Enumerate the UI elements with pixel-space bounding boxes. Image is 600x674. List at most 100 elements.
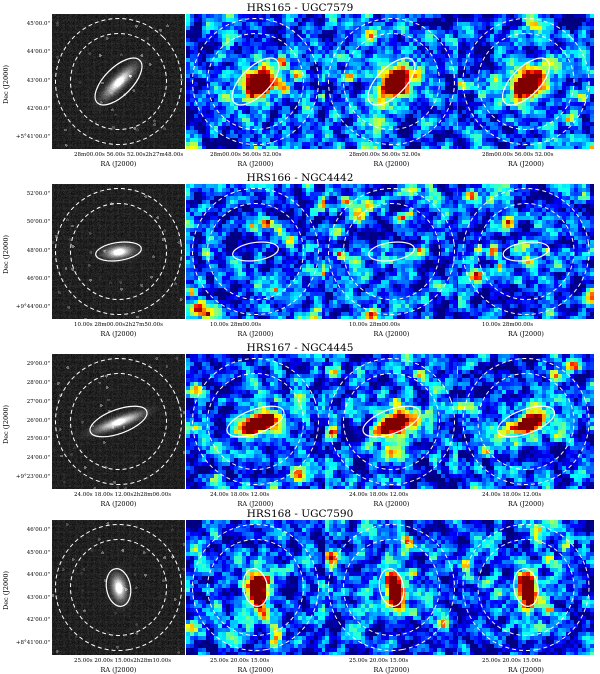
aperture-ellipse bbox=[368, 241, 415, 262]
outer-background-annulus bbox=[462, 524, 590, 651]
x-axis-label: RA (J2000) bbox=[100, 666, 137, 674]
outer-background-annulus bbox=[192, 17, 319, 145]
outer-background-annulus bbox=[328, 524, 455, 651]
x-tick-labels: 24.00s 18.00s 12.00s2h28m06.00s bbox=[74, 492, 172, 498]
y-tick-label: 46'00.0" bbox=[26, 275, 50, 282]
x-tick-labels: 28m00.00s 56.00s 52.00s bbox=[349, 152, 421, 158]
x-tick-labels: 24.00s 18.00s 12.00s bbox=[349, 492, 409, 498]
y-tick-label: 25'00.0" bbox=[26, 436, 50, 443]
x-tick-labels: 25.00s 20.00s 15.00s bbox=[482, 658, 542, 664]
aperture-ellipse bbox=[89, 405, 148, 438]
aperture-overlay bbox=[328, 17, 455, 145]
outer-background-annulus bbox=[462, 358, 590, 485]
aperture-overlay bbox=[55, 358, 182, 485]
aperture-overlay bbox=[462, 188, 590, 315]
aperture-ellipse bbox=[105, 568, 132, 607]
outer-background-annulus bbox=[54, 17, 182, 145]
x-tick-labels: 28m00.00s 56.00s 52.00s bbox=[210, 152, 282, 158]
y-tick-label: 46'00.0" bbox=[26, 527, 50, 533]
x-tick-labels: 25.00s 20.00s 15.00s bbox=[210, 658, 270, 664]
galaxy-panel: HRS166 - NGC4442 Dec (J2000) 52'00.0" 50'00… bbox=[0, 172, 600, 338]
y-tick-label: 29'00.0" bbox=[26, 361, 50, 367]
y-tick-label: +8°41'00.0" bbox=[15, 640, 50, 646]
flux-map bbox=[186, 14, 325, 149]
aperture-ellipse bbox=[242, 568, 269, 607]
galaxy-panel: HRS167 - NGC4445 Dec (J2000) 29'00.0" 28'00… bbox=[0, 342, 600, 508]
outer-background-annulus bbox=[55, 524, 182, 651]
aperture-overlay bbox=[54, 17, 182, 145]
x-tick-labels: 28m00.00s 56.00s 52.00s bbox=[482, 152, 554, 158]
y-axis-label: Dec (J2000) bbox=[2, 570, 10, 610]
x-axis-label: RA (J2000) bbox=[100, 160, 137, 168]
aperture-ellipse bbox=[95, 241, 142, 262]
inner-background-annulus bbox=[343, 373, 440, 470]
inner-background-annulus bbox=[207, 32, 304, 130]
inner-background-annulus bbox=[207, 203, 304, 300]
aperture-ellipse bbox=[231, 57, 280, 106]
outer-background-annulus bbox=[462, 17, 590, 145]
aperture-ellipse bbox=[367, 57, 416, 106]
y-tick-label: 28'00.0" bbox=[26, 379, 50, 386]
outer-background-annulus bbox=[55, 188, 182, 315]
aperture-overlay bbox=[462, 17, 590, 145]
galaxy-panel: HRS165 - UGC7579 Dec (J2000) 45'00.0" 44'00… bbox=[0, 2, 600, 168]
aperture-overlay bbox=[462, 358, 590, 485]
y-tick-label: 27'00.0" bbox=[26, 398, 50, 405]
x-axis-label: RA (J2000) bbox=[373, 666, 410, 674]
outer-background-annulus bbox=[55, 358, 182, 485]
flux-map bbox=[186, 184, 325, 319]
y-axis-label: Dec (J2000) bbox=[2, 64, 10, 104]
x-axis-label: RA (J2000) bbox=[508, 500, 544, 508]
inner-background-annulus bbox=[70, 539, 167, 636]
x-axis-label: RA (J2000) bbox=[237, 330, 274, 338]
aperture-overlay bbox=[55, 188, 182, 315]
aperture-ellipse bbox=[513, 568, 539, 607]
flux-map bbox=[458, 520, 594, 655]
x-tick-labels: 25.00s 20.00s 15.00s2h28m10.00s bbox=[74, 658, 172, 664]
inner-background-annulus bbox=[343, 539, 440, 636]
x-tick-labels: 24.00s 18.00s 12.00s bbox=[210, 492, 270, 498]
y-tick-label: 45'00.0" bbox=[26, 21, 50, 27]
aperture-overlay bbox=[328, 358, 455, 485]
y-tick-label: 52'00.0" bbox=[26, 191, 50, 197]
y-axis-label: Dec (J2000) bbox=[2, 234, 10, 274]
x-tick-labels: 25.00s 20.00s 15.00s bbox=[349, 658, 409, 664]
outer-background-annulus bbox=[328, 188, 455, 315]
aperture-ellipse bbox=[496, 405, 556, 438]
aperture-overlay bbox=[462, 524, 590, 651]
aperture-ellipse bbox=[226, 405, 285, 438]
panel-title: HRS167 - NGC4445 bbox=[246, 342, 354, 354]
aperture-ellipse bbox=[378, 568, 405, 607]
y-tick-label: 26'00.0" bbox=[26, 417, 50, 424]
inner-background-annulus bbox=[343, 32, 440, 130]
x-axis-label: RA (J2000) bbox=[237, 500, 274, 508]
aperture-overlay bbox=[192, 524, 319, 651]
outer-background-annulus bbox=[328, 358, 455, 485]
flux-map bbox=[186, 520, 325, 655]
flux-map bbox=[458, 184, 594, 319]
outer-background-annulus bbox=[328, 17, 455, 145]
x-tick-labels: 10.00s 28m00.00s bbox=[349, 322, 401, 328]
y-tick-label: 50'00.0" bbox=[26, 219, 50, 226]
y-axis-label: Dec (J2000) bbox=[2, 404, 10, 444]
x-axis-label: RA (J2000) bbox=[508, 666, 544, 674]
y-tick-label: 45'00.0" bbox=[26, 549, 50, 556]
y-tick-label: +9°23'00.0" bbox=[15, 474, 50, 480]
y-tick-label: 43'00.0" bbox=[26, 77, 50, 84]
flux-map bbox=[458, 354, 594, 489]
outer-background-annulus bbox=[192, 188, 319, 315]
inner-background-annulus bbox=[70, 203, 167, 300]
inner-background-annulus bbox=[70, 32, 167, 130]
x-axis-label: RA (J2000) bbox=[237, 160, 274, 168]
inner-background-annulus bbox=[477, 203, 575, 300]
outer-background-annulus bbox=[462, 188, 590, 315]
x-axis-label: RA (J2000) bbox=[373, 330, 410, 338]
aperture-ellipse bbox=[362, 405, 421, 438]
aperture-overlay bbox=[192, 188, 319, 315]
inner-background-annulus bbox=[70, 373, 167, 470]
inner-background-annulus bbox=[477, 32, 575, 130]
x-axis-label: RA (J2000) bbox=[100, 330, 137, 338]
aperture-ellipse bbox=[502, 241, 550, 262]
galaxy-panel: HRS168 - UGC7590 Dec (J2000) 46'00.0" 45'00… bbox=[0, 508, 600, 674]
y-tick-label: 24'00.0" bbox=[26, 455, 50, 462]
